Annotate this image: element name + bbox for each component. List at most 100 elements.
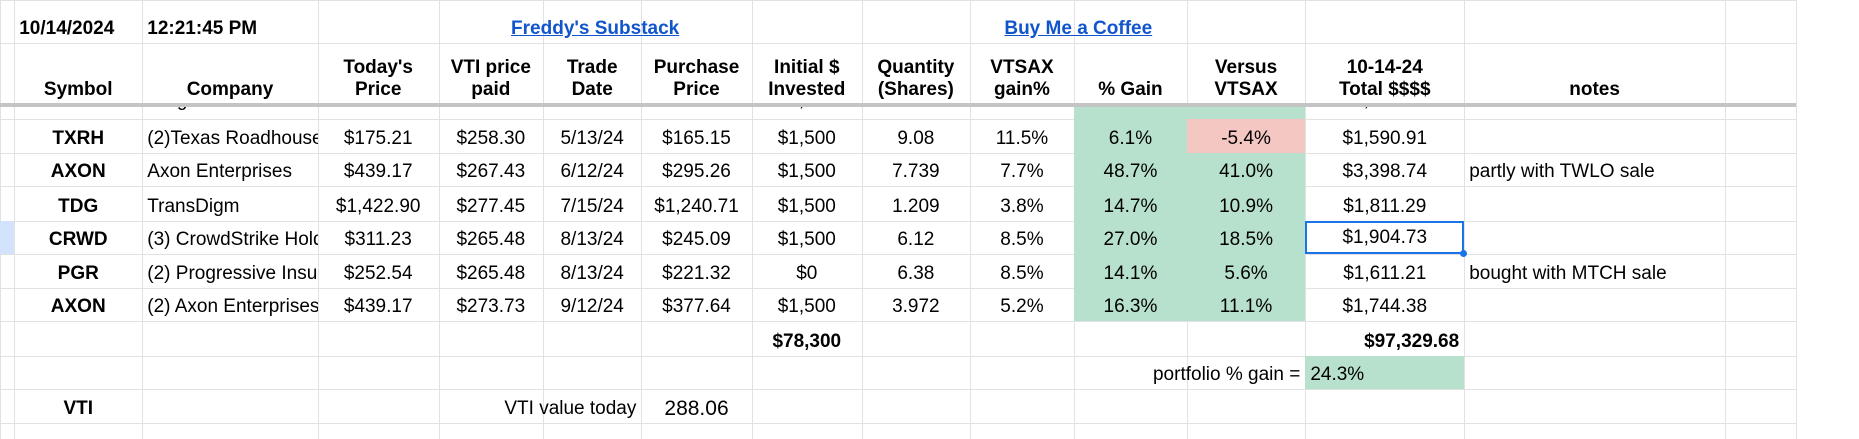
cell[interactable]: 6/12/24 [560,161,624,183]
cell[interactable]: $265.48 [456,228,526,250]
cell[interactable]: $377.64 [662,296,731,318]
cell[interactable]: $439.17 [343,296,413,318]
cell[interactable]: $1,744.38 [1342,296,1428,318]
cell[interactable]: 8.5% [1000,228,1044,250]
cell[interactable]: 5.2% [1000,296,1044,318]
selection-handle[interactable] [1460,249,1468,257]
grid-line-v [861,0,863,439]
cell[interactable]: 8/13/24 [560,263,624,285]
cell[interactable]: partly with TWLO sale [1469,161,1655,183]
cell[interactable]: $439.17 [343,161,413,183]
link[interactable]: Freddy's Substack [511,17,680,39]
cell[interactable]: 27.0% [1074,220,1187,254]
cell[interactable]: -5.4% [1186,118,1306,153]
cell[interactable]: $175.21 [343,127,413,149]
cell: $1,500 [752,104,862,118]
cell[interactable]: 7.7% [1000,161,1044,183]
cell[interactable]: 6.12 [897,228,935,250]
column-header: Quantity (Shares) [862,43,970,105]
cell[interactable]: TDG [58,195,99,217]
cell[interactable]: 8/13/24 [560,228,624,250]
cell[interactable]: $1,500 [777,161,836,183]
cell[interactable]: $1,500 [777,296,836,318]
cell[interactable]: $1,811.29 [1343,195,1427,217]
grid-line-v [14,0,16,439]
cell[interactable]: 7.739 [892,161,940,183]
cell[interactable]: $221.32 [662,263,731,285]
cell[interactable]: $1,611.21 [1343,263,1427,285]
header-line: Symbol [43,79,113,101]
cell[interactable]: 3.8% [1000,195,1044,217]
cell[interactable]: $3,398.74 [1342,161,1428,183]
cell[interactable]: $252.54 [343,263,413,285]
cell[interactable]: 41.0% [1186,152,1306,187]
header-line: Initial $ [774,57,840,79]
cell[interactable]: (2) Axon Enterprises [147,296,318,318]
grid-line-h [0,220,1797,222]
cell[interactable]: $267.43 [456,161,526,183]
cell[interactable]: CRWD [48,228,108,250]
cell[interactable]: (3) CrowdStrike Holdings [147,228,317,250]
grid-line-v [317,0,319,439]
cell[interactable]: TXRH [52,127,105,149]
grid-line-v [969,0,971,439]
cell[interactable]: $1,500 [777,127,836,149]
cell[interactable]: 18.5% [1186,220,1306,254]
cell[interactable]: $258.30 [456,127,526,149]
cell-text: $1,820.81 [1342,104,1427,112]
column-header: Initial $ Invested [752,43,862,105]
cell[interactable]: $1,500 [777,195,836,217]
cell[interactable]: 6.38 [897,263,935,285]
header-line: VTSAX [990,57,1054,79]
header-line: gain% [993,79,1050,101]
cell[interactable]: $0 [796,263,818,285]
cell[interactable]: 1.209 [892,195,940,217]
link[interactable]: Buy Me a Coffee [1004,17,1153,39]
cell[interactable]: $273.73 [456,296,526,318]
cell[interactable]: Axon Enterprises [147,161,292,183]
vti-symbol: VTI [63,398,94,420]
cell: $252.54 [318,104,439,118]
time: 12:21:45 PM [147,17,258,39]
header-line: Purchase [653,57,740,79]
cell[interactable]: 9/12/24 [560,296,624,318]
grid-line-v [542,0,544,439]
cell[interactable]: $277.45 [456,195,526,217]
cell[interactable]: $1,500 [777,228,836,250]
cell[interactable]: 7/15/24 [560,195,624,217]
cell[interactable]: bought with MTCH sale [1469,263,1667,285]
cell[interactable]: TransDigm [147,195,240,217]
cell[interactable]: AXON [50,161,106,183]
cell[interactable]: 11.5% [995,127,1049,149]
vti-label: VTI value today [504,398,637,420]
cell[interactable]: 5.6% [1186,253,1306,289]
cell[interactable]: (2) Progressive Insurance [147,263,318,285]
cell[interactable]: 5/13/24 [560,127,624,149]
cell[interactable]: 9.08 [897,127,935,149]
cell[interactable]: $1,904.73 [1305,220,1465,254]
cell: $255.58 [439,104,543,118]
cell[interactable]: $165.15 [662,127,731,149]
cell[interactable]: (2)Texas Roadhouse [147,127,318,149]
cell[interactable]: 10.9% [1186,186,1306,221]
grid-line-h [0,423,1797,425]
cell[interactable]: $311.23 [344,228,412,250]
cell[interactable]: PGR [57,263,99,285]
cell[interactable]: 8.5% [1000,263,1044,285]
cell[interactable]: $1,240.71 [654,195,739,217]
cell-text: $208.88 [662,104,731,112]
cell[interactable]: 11.1% [1186,288,1306,322]
cell[interactable]: $1,590.91 [1342,127,1428,149]
cell[interactable]: 16.3% [1074,288,1187,322]
cell[interactable]: 48.7% [1074,152,1187,187]
date: 10/14/2024 [19,17,115,39]
cell[interactable]: 6.1% [1074,118,1187,153]
cell[interactable]: $245.09 [662,228,731,250]
cell[interactable]: 3.972 [892,296,940,318]
cell[interactable]: $1,422.90 [335,195,421,217]
cell[interactable]: 14.1% [1074,253,1187,289]
cell[interactable]: AXON [50,296,106,318]
cell[interactable]: 14.7% [1074,186,1187,221]
cell[interactable]: $265.48 [456,263,526,285]
cell[interactable]: $295.26 [662,161,731,183]
